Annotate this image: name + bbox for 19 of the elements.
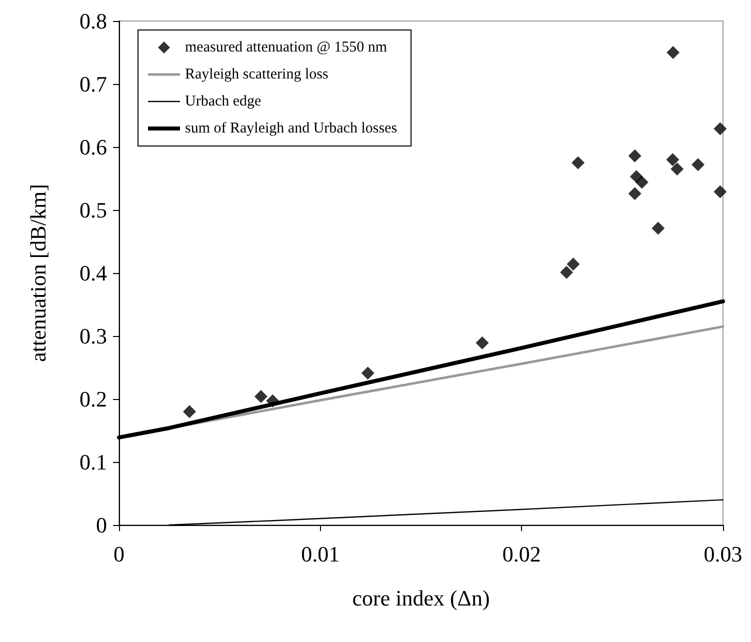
- y-tick-label: 0.4: [80, 260, 107, 286]
- legend-label: Rayleigh scattering loss: [185, 66, 328, 82]
- x-tick-label: 0: [114, 542, 124, 566]
- x-tick-label: 0.01: [301, 542, 340, 566]
- y-tick-label: 0.7: [80, 72, 107, 96]
- y-tick-label: 0.5: [80, 198, 107, 222]
- legend-label: measured attenuation @ 1550 nm: [185, 40, 388, 56]
- x-tick-label: 0.03: [704, 542, 742, 566]
- y-tick-label: 0.2: [80, 386, 107, 412]
- legend-label: Urbach edge: [185, 94, 262, 110]
- x-tick-label: 0.02: [502, 542, 541, 566]
- y-tick-label: 0.3: [80, 324, 107, 348]
- y-tick-label: 0.6: [80, 134, 107, 160]
- y-axis-title: attenuation [dB/km]: [26, 184, 50, 362]
- y-tick-label: 0.1: [80, 450, 107, 474]
- x-axis-title: core index (Δn): [352, 586, 490, 610]
- y-tick-label: 0: [96, 512, 107, 538]
- legend-label: sum of Rayleigh and Urbach losses: [185, 120, 398, 136]
- y-tick-label: 0.8: [80, 8, 107, 34]
